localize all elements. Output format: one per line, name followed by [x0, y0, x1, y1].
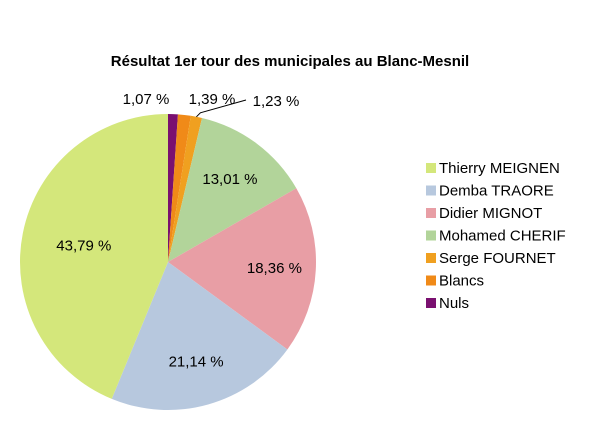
- legend-swatch-demba-traore: [426, 185, 436, 196]
- data-label-blancs: 1,39 %: [189, 91, 236, 108]
- legend-swatch-mohamed-cherif: [426, 230, 436, 241]
- legend-label-nuls: Nuls: [439, 295, 469, 312]
- slice-didier-mignot: [168, 188, 317, 350]
- legend-label-serge-fournet: Serge FOURNET: [439, 250, 556, 267]
- data-label-thierry-meignen: 43,79 %: [56, 237, 111, 254]
- data-label-serge-fournet: 1,23 %: [253, 93, 300, 110]
- legend-swatch-serge-fournet: [426, 253, 436, 263]
- legend-label-blancs: Blancs: [439, 273, 484, 290]
- legend-label-didier-mignot: Didier MIGNOT: [439, 205, 542, 222]
- legend-swatch-didier-mignot: [426, 208, 436, 218]
- legend-swatch-thierry-meignen: [426, 163, 436, 173]
- legend-swatch-blancs: [426, 275, 436, 286]
- slice-mohamed-cherif: [168, 117, 297, 263]
- chart-title: Résultat 1er tour des municipales au Bla…: [111, 53, 469, 70]
- legend-label-thierry-meignen: Thierry MEIGNEN: [439, 160, 560, 177]
- leader-line-serge-fournet: [196, 99, 247, 118]
- slice-demba-traore: [111, 262, 288, 411]
- data-label-didier-mignot: 18,36 %: [247, 260, 302, 277]
- slice-thierry-meignen: [19, 114, 168, 399]
- legend-swatch-nuls: [426, 298, 436, 308]
- slice-labels: 43,79 % 21,14 % 18,36 % 13,01 % 1,23 % 1,39 %…: [56, 91, 302, 371]
- data-label-mohamed-cherif: 13,01 %: [202, 171, 257, 188]
- data-label-demba-traore: 21,14 %: [169, 354, 224, 371]
- legend: Thierry MEIGNEN Demba TRAORE Didier MIGNOT…: [426, 160, 566, 312]
- slice-blancs: [168, 114, 191, 262]
- pie-slices: [19, 113, 317, 411]
- data-label-nuls: 1,07 %: [123, 91, 170, 108]
- slice-serge-fournet: [168, 115, 203, 262]
- legend-label-mohamed-cherif: Mohamed CHERIF: [439, 228, 566, 245]
- slice-nuls: [168, 113, 178, 262]
- legend-label-demba-traore: Demba TRAORE: [439, 183, 554, 200]
